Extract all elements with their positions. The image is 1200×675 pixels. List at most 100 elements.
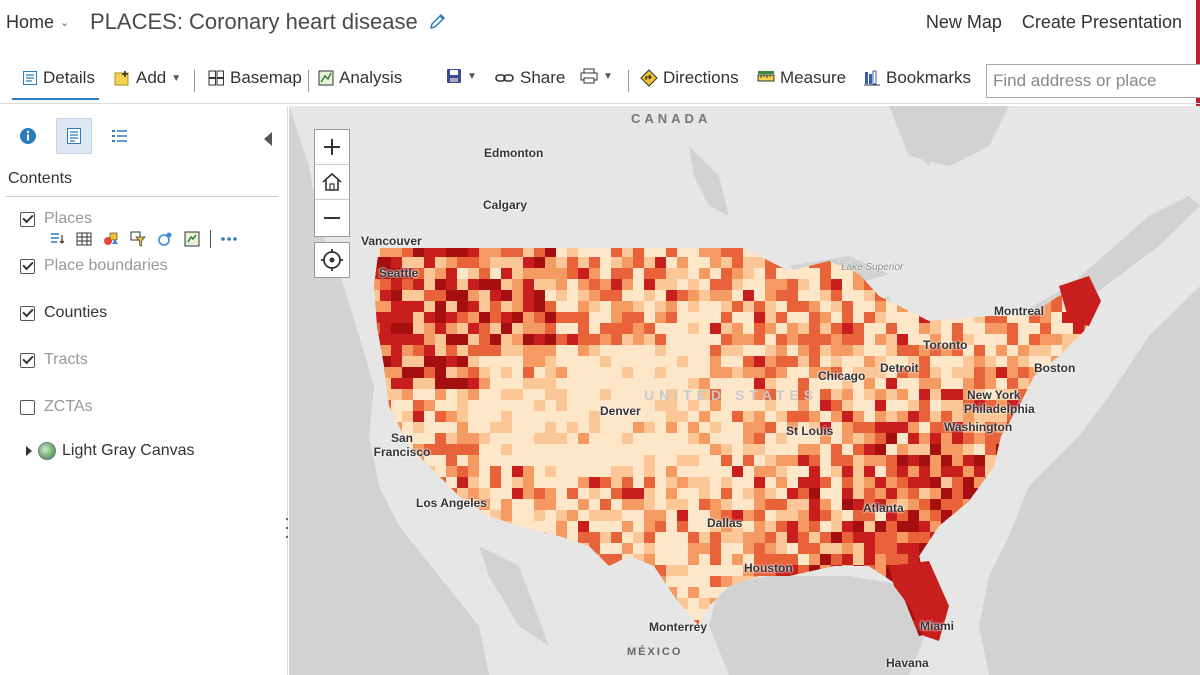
filter-icon[interactable] — [129, 230, 147, 248]
layer-checkbox[interactable] — [20, 399, 35, 415]
sidebar: Contents Places Place boundaries Countie… — [0, 106, 288, 675]
choropleth-cell — [732, 499, 752, 510]
choropleth-cell — [567, 422, 578, 433]
analysis-tool-icon[interactable] — [156, 230, 174, 248]
bookmarks-button[interactable]: Bookmarks — [863, 68, 971, 88]
choropleth-cell — [556, 389, 567, 406]
country-label-canada: CANADA — [631, 111, 712, 126]
choropleth-cell — [853, 466, 864, 483]
choropleth-cell — [523, 400, 534, 414]
choropleth-cell — [787, 389, 800, 403]
panel-resize-handle[interactable] — [285, 518, 289, 538]
choropleth-cell — [600, 543, 617, 554]
choropleth-cell — [864, 312, 875, 330]
create-presentation-link[interactable]: Create Presentation — [1021, 12, 1182, 32]
print-button[interactable]: ▼ — [580, 68, 613, 84]
save-button[interactable]: ▼ — [446, 68, 477, 84]
perform-analysis-icon[interactable] — [183, 230, 201, 248]
layer-zctas[interactable]: ZCTAs — [20, 398, 93, 416]
pencil-icon[interactable] — [428, 12, 448, 32]
choropleth-cell — [490, 477, 501, 494]
zoom-out-button[interactable] — [315, 200, 349, 235]
layer-tracts[interactable]: Tracts — [20, 351, 88, 369]
choropleth-cell — [743, 411, 754, 424]
choropleth-cell — [908, 521, 926, 532]
choropleth-cell — [501, 268, 516, 279]
choropleth-cell — [468, 422, 480, 436]
choropleth-cell — [908, 378, 919, 394]
choropleth-cell — [809, 268, 824, 279]
choropleth-cell — [919, 510, 931, 521]
choropleth-cell — [820, 356, 831, 368]
more-options-icon[interactable] — [220, 230, 238, 248]
collapse-panel-icon[interactable] — [264, 132, 272, 146]
choropleth-cell — [776, 477, 789, 489]
new-map-link[interactable]: New Map — [925, 12, 1002, 32]
choropleth-cell — [446, 312, 463, 323]
choropleth-cell — [809, 290, 826, 301]
choropleth-cell — [919, 433, 931, 444]
layer-checkbox[interactable] — [20, 211, 35, 227]
map-view[interactable]: CANADA MÉXICO UNITED STATES Lake Superio… — [289, 106, 1200, 675]
choropleth-cell — [743, 257, 757, 269]
home-extent-button[interactable] — [315, 165, 349, 200]
choropleth-cell — [765, 378, 777, 390]
basemap-label: Basemap — [230, 68, 302, 87]
show-legend-icon[interactable] — [48, 230, 66, 248]
choropleth-cell — [534, 488, 547, 502]
choropleth-cell — [446, 367, 457, 381]
layer-places[interactable]: Places — [20, 210, 92, 228]
choropleth-cell — [974, 345, 989, 356]
home-label: Home — [6, 12, 55, 32]
choropleth-cell — [776, 323, 787, 340]
choropleth-cell — [523, 455, 542, 466]
choropleth-cell — [490, 279, 501, 291]
layer-label: Tracts — [44, 351, 88, 368]
choropleth-cell — [908, 433, 919, 450]
choropleth-cell — [688, 312, 702, 326]
choropleth-cell — [589, 367, 600, 384]
locate-button[interactable] — [314, 242, 350, 278]
basemap-layer[interactable]: Light Gray Canvas — [26, 442, 195, 460]
choropleth-cell — [479, 477, 490, 492]
change-style-icon[interactable] — [102, 230, 120, 248]
tab-legend[interactable] — [102, 118, 138, 154]
attribute-table-icon[interactable] — [75, 230, 93, 248]
home-menu[interactable]: Home ⌄ — [6, 12, 69, 33]
tab-about[interactable] — [10, 118, 46, 154]
choropleth-cell — [798, 378, 810, 391]
choropleth-cell — [919, 400, 930, 415]
layer-counties[interactable]: Counties — [20, 304, 107, 322]
choropleth-cell — [699, 488, 716, 499]
contents-title: Contents — [8, 170, 73, 187]
layer-checkbox[interactable] — [20, 352, 35, 368]
basemap-button[interactable]: Basemap — [208, 68, 302, 88]
choropleth-cell — [963, 444, 979, 455]
details-label: Details — [43, 68, 95, 87]
choropleth-cell — [600, 411, 611, 429]
choropleth-cell — [864, 543, 875, 560]
city-label: Atlanta — [863, 501, 904, 515]
measure-button[interactable]: Measure — [757, 68, 846, 88]
layer-place-boundaries[interactable]: Place boundaries — [20, 257, 168, 275]
add-button[interactable]: Add ▼ — [114, 68, 181, 88]
choropleth-cell — [391, 378, 402, 395]
zoom-in-button[interactable] — [315, 130, 349, 165]
home-icon — [322, 172, 342, 191]
analysis-button[interactable]: Analysis — [318, 68, 402, 88]
layer-checkbox[interactable] — [20, 305, 35, 321]
choropleth-cell — [457, 466, 468, 484]
tab-content[interactable] — [56, 118, 92, 154]
share-button[interactable]: Share — [495, 68, 565, 88]
expand-triangle-icon[interactable] — [26, 446, 32, 456]
link-icon — [495, 74, 514, 82]
city-label: Houston — [744, 561, 793, 575]
city-label: Montreal — [994, 304, 1045, 318]
choropleth-cell — [512, 499, 525, 510]
layer-checkbox[interactable] — [20, 258, 35, 274]
info-icon — [20, 128, 36, 144]
directions-button[interactable]: Directions — [640, 68, 739, 88]
city-label: Philadelphia — [964, 402, 1035, 416]
details-button[interactable]: Details — [22, 68, 95, 88]
search-input[interactable] — [986, 64, 1200, 98]
